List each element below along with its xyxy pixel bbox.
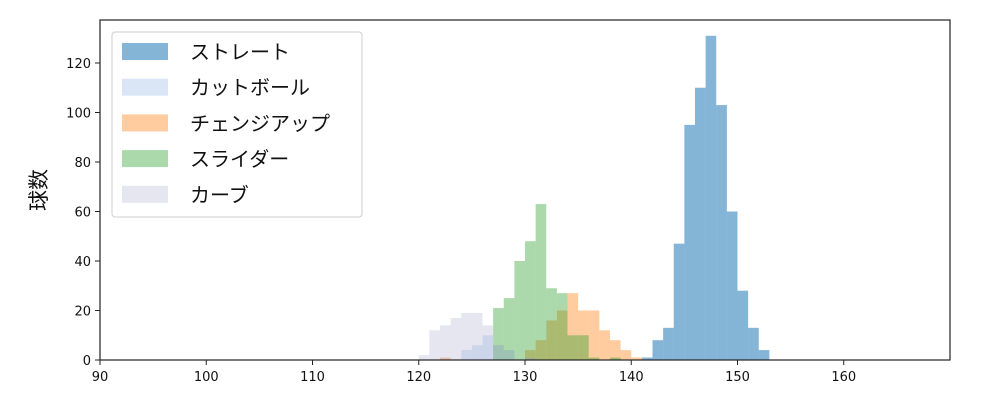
bar-series-0-bin-146 [695,87,706,360]
x-axis: 90 100 110 120 130 140 150 160 [92,360,856,385]
bar-series-0-bin-144 [673,243,685,360]
bar-series-4-bin-122 [440,325,451,360]
x-tick-label: 110 [300,370,325,385]
bar-series-0-bin-145 [684,124,695,360]
bar-series-4-bin-125 [471,312,483,360]
bar-series-3-bin-134 [567,335,579,360]
x-tick-label: 90 [92,370,109,385]
bar-series-2-bin-134 [567,293,579,360]
bar-series-0-bin-148 [716,105,727,360]
bar-series-1-bin-127 [493,345,504,360]
bar-series-2-bin-139 [620,350,632,360]
y-tick-label: 60 [74,206,91,221]
legend-swatch [122,114,168,132]
bar-series-0-bin-142 [652,340,664,360]
bar-series-4-bin-121 [429,330,440,360]
bar-series-2-bin-122 [440,357,451,360]
bar-series-0-bin-149 [726,211,738,360]
legend-label: ストレート [190,40,290,64]
y-axis: 0 20 40 60 80 100 120 [66,57,100,369]
y-tick-label: 100 [66,107,91,122]
bar-series-0-bin-150 [737,290,749,360]
bar-series-2-bin-132 [546,320,557,360]
legend-swatch [122,78,168,96]
bar-series-3-bin-129 [514,261,525,360]
x-tick-label: 130 [513,370,538,385]
bar-series-4-bin-127 [493,345,504,360]
bar-series-0-bin-151 [748,327,759,360]
bar-series-1-bin-124 [461,350,472,360]
bar-series-0-bin-141 [641,357,653,360]
legend-swatch [122,43,168,60]
legend-swatch [122,150,168,168]
x-tick-label: 150 [725,370,750,385]
y-tick-label: 40 [74,255,91,270]
bar-series-1-bin-130 [525,357,536,360]
x-tick-label: 120 [406,370,431,385]
legend-swatch [122,185,168,203]
legend-label: カットボール [190,76,310,100]
y-tick-label: 20 [74,305,91,320]
bar-series-3-bin-138 [610,357,621,360]
bar-series-2-bin-137 [599,330,610,360]
bar-series-3-bin-130 [525,241,536,360]
y-tick-label: 0 [83,354,91,369]
y-axis-label: 球数 [27,169,51,211]
legend-label: チェンジアップ [190,111,330,135]
bar-series-4-bin-128 [503,350,515,360]
bar-series-2-bin-133 [556,310,568,360]
bar-series-3-bin-128 [503,298,515,360]
bar-series-1-bin-126 [482,335,494,360]
bar-series-0-bin-147 [705,35,717,361]
bar-series-3-bin-127 [493,308,504,360]
bar-series-2-bin-140 [631,357,642,360]
bar-series-2-bin-136 [588,310,600,360]
y-tick-label: 80 [74,156,91,171]
bar-series-4-bin-124 [461,312,472,360]
x-tick-label: 160 [831,370,856,385]
bar-series-3-bin-131 [535,204,547,360]
bar-series-0-bin-143 [663,327,674,360]
y-tick-label: 120 [66,57,91,72]
bar-series-3-bin-133 [556,293,568,360]
legend-frame [111,31,363,218]
bar-series-3-bin-135 [578,335,589,360]
bar-series-4-bin-123 [450,317,462,360]
x-tick-label: 140 [619,370,644,385]
bars-layer [418,35,770,361]
bar-series-2-bin-135 [578,310,589,360]
bar-series-3-bin-136 [588,357,600,360]
x-tick-label: 100 [194,370,219,385]
bar-series-1-bin-128 [503,350,515,360]
bar-series-4-bin-126 [482,325,494,360]
bar-series-0-bin-152 [758,350,770,360]
bar-series-2-bin-131 [535,340,547,360]
bar-series-3-bin-132 [546,288,557,360]
bar-series-4-bin-120 [418,355,430,360]
bar-series-2-bin-130 [525,350,536,360]
bar-series-1-bin-125 [471,345,483,360]
bar-series-2-bin-138 [610,340,621,360]
legend-label: スライダー [190,147,289,171]
legend-label: カーブ [190,183,249,207]
bar-series-4-bin-130 [525,357,536,360]
